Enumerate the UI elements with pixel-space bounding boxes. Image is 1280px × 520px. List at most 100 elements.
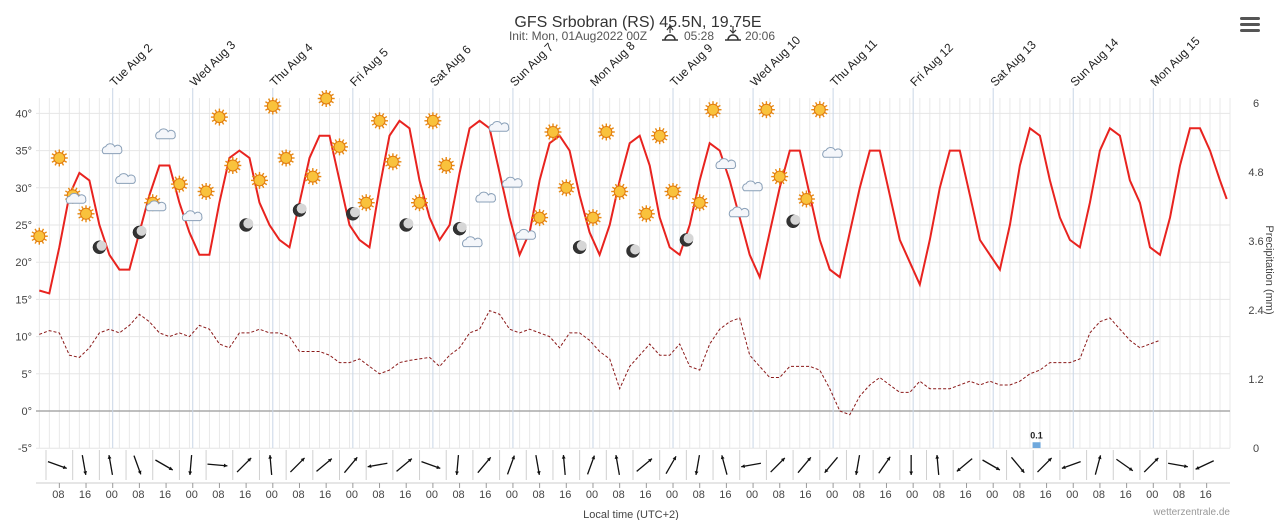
- x-tick-label: 00: [1066, 489, 1078, 501]
- x-tick-label: 16: [639, 489, 651, 501]
- cloud-icon: [475, 191, 497, 203]
- wind-arrow-icon: [1116, 458, 1134, 472]
- sun-icon: [704, 101, 722, 119]
- y-left-tick-label: 25°: [15, 220, 32, 232]
- x-tick-label: 16: [799, 489, 811, 501]
- sun-icon: [384, 153, 402, 171]
- moon-icon: [786, 214, 801, 229]
- y-left-tick-label: 5°: [21, 369, 32, 381]
- wind-row: [45, 450, 1214, 480]
- sun-icon: [210, 108, 228, 126]
- wind-arrow-icon: [396, 458, 413, 472]
- x-tick-label: 00: [586, 489, 598, 501]
- y-left-tick-label: 40°: [15, 108, 32, 120]
- sunset-icon: [725, 26, 741, 41]
- sun-icon: [224, 157, 242, 174]
- y-left-tick-label: 0°: [21, 406, 32, 418]
- x-tick-label: 08: [1013, 489, 1025, 501]
- wind-arrow-icon: [935, 454, 940, 476]
- wind-arrow-icon: [694, 455, 701, 475]
- y-axis-left: 40° 35° 30° 25° 20° 15° 10° 5° 0° -5°: [15, 108, 32, 455]
- x-tick-label: 08: [52, 489, 64, 501]
- x-tick-label: 16: [1200, 489, 1212, 501]
- wind-arrow-icon: [636, 458, 653, 472]
- cloud-icon: [742, 180, 763, 192]
- wind-arrow-icon: [455, 454, 460, 476]
- wind-arrow-icon: [47, 460, 67, 470]
- x-tick-label: 16: [239, 489, 251, 501]
- x-tick-label: 08: [452, 489, 464, 501]
- y-axis-right-title: Precipitation (mm): [1263, 225, 1275, 314]
- x-tick-label: 00: [266, 489, 278, 501]
- wind-arrow-icon: [107, 455, 114, 475]
- dewpoint-line: [39, 309, 1161, 416]
- x-tick-label: 16: [719, 489, 731, 501]
- hamburger-menu-icon[interactable]: [1238, 14, 1262, 36]
- wind-arrow-icon: [909, 455, 914, 475]
- wind-arrow-icon: [982, 459, 1001, 471]
- precipitation-bars: 0.1: [1030, 430, 1043, 448]
- x-tick-label: 00: [986, 489, 998, 501]
- x-tick-label: 08: [1173, 489, 1185, 501]
- x-tick-label: 00: [346, 489, 358, 501]
- x-tick-label: 00: [826, 489, 838, 501]
- wind-arrow-icon: [1094, 455, 1102, 475]
- cloud-icon: [115, 173, 136, 184]
- sun-icon: [664, 183, 682, 200]
- wind-arrow-icon: [1061, 460, 1081, 470]
- precip-bar: [1032, 442, 1041, 448]
- sunset-time: 20:06: [745, 29, 775, 43]
- temperature-line: [39, 119, 1228, 295]
- x-tick-label: 16: [479, 489, 491, 501]
- wind-arrow-icon: [797, 456, 812, 474]
- x-tick-label: 08: [693, 489, 705, 501]
- wind-arrow-icon: [477, 456, 492, 474]
- wind-arrow-icon: [878, 456, 891, 474]
- x-tick-label: 00: [1146, 489, 1158, 501]
- cloud-icon: [715, 158, 737, 169]
- moon-icon: [132, 225, 147, 240]
- x-tick-label: 08: [212, 489, 224, 501]
- sun-icon: [811, 101, 829, 119]
- sun-icon: [597, 123, 615, 141]
- wind-arrow-icon: [535, 455, 541, 475]
- y-left-tick-label: 30°: [15, 183, 32, 195]
- wind-arrow-icon: [1037, 457, 1053, 473]
- x-tick-label: 08: [372, 489, 384, 501]
- wind-arrow-icon: [268, 454, 273, 476]
- sun-cloud-icon: [64, 186, 87, 204]
- credit-text: wetterzentrale.de: [1152, 507, 1230, 518]
- wind-arrow-icon: [81, 455, 88, 475]
- x-tick-label: 00: [186, 489, 198, 501]
- x-axis: 08 16 00 08 16 00 08 16 00 08 16 00 08 16 00 08 16 00 08 16…: [36, 482, 1230, 501]
- x-tick-label: 16: [1039, 489, 1051, 501]
- x-tick-label: 08: [132, 489, 144, 501]
- chart-title: GFS Srbobran (RS) 45.5N, 19.75E: [514, 14, 761, 31]
- sun-icon: [170, 175, 188, 193]
- moon-icon: [239, 218, 254, 232]
- x-tick-label: 08: [773, 489, 785, 501]
- wind-arrow-icon: [506, 455, 515, 475]
- x-tick-label: 16: [1119, 489, 1131, 501]
- x-tick-label: 00: [506, 489, 518, 501]
- sun-icon: [371, 112, 388, 130]
- x-tick-label: 00: [746, 489, 758, 501]
- sun-icon: [411, 194, 428, 212]
- wind-arrow-icon: [824, 456, 839, 474]
- wind-arrow-icon: [1195, 460, 1214, 470]
- x-tick-label: 16: [319, 489, 331, 501]
- wind-arrow-icon: [155, 459, 174, 471]
- moon-icon: [626, 244, 641, 258]
- y-right-tick-label: 0: [1253, 443, 1259, 455]
- y-right-tick-label: 6: [1253, 98, 1259, 110]
- moon-icon: [292, 203, 307, 217]
- sun-icon: [437, 157, 455, 174]
- sun-icon: [77, 205, 95, 223]
- x-tick-label: 00: [906, 489, 918, 501]
- cloud-icon: [515, 228, 537, 240]
- y-axis-right: 6 4.8 3.6 2.4 1.2 0: [1248, 98, 1263, 455]
- sun-icon: [317, 90, 335, 107]
- sun-icon: [277, 149, 295, 167]
- wind-arrow-icon: [367, 462, 388, 469]
- sun-icon: [264, 97, 282, 115]
